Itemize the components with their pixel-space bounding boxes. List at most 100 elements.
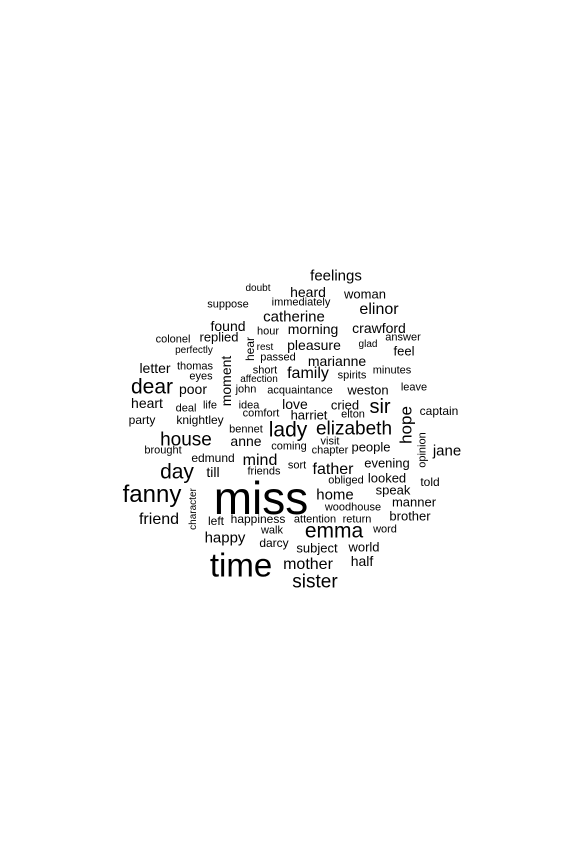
word: evening [364,455,410,471]
word: return [342,513,372,526]
word: world [348,539,380,555]
word: feelings [310,267,362,285]
word: deal [175,402,197,415]
word: suppose [207,298,249,311]
word: pleasure [287,337,341,353]
word: elinor [359,301,399,318]
word: doubt [245,283,271,294]
word: found [210,318,246,334]
word: captain [419,404,459,418]
word: dear [130,375,174,399]
word: mind [242,452,278,469]
word: sir [369,396,391,418]
word: short [252,364,278,377]
word: word [373,523,397,536]
word: happy [204,529,246,547]
word: weston [347,382,389,398]
word: morning [287,321,339,337]
word: crawford [352,320,406,336]
word: left [207,514,225,528]
word: rest [256,342,274,353]
word: jane [432,442,462,460]
word: sort [287,459,307,472]
word: friend [138,511,180,528]
word: moment [218,355,234,407]
word: feel [393,343,415,359]
word: heart [131,395,163,411]
word: replied [199,329,239,345]
word: friends [247,465,281,478]
word: edmund [191,451,235,465]
word: immediately [271,296,331,309]
word: subject [296,540,338,556]
word: affection [240,374,278,385]
word: chapter [311,444,349,457]
word: spirits [337,369,367,382]
word: letter [139,360,171,376]
word: hope [396,406,416,444]
word: till [206,464,220,480]
word: knightley [176,413,224,427]
word: john [235,383,257,396]
word: minutes [372,364,412,377]
word: woodhouse [324,501,382,514]
word: elton [341,408,365,421]
word: told [420,475,440,489]
word: half [350,553,374,569]
word: opinion [416,432,429,468]
word: mother [283,556,333,573]
word: home [316,486,354,504]
word: manner [391,494,437,510]
word: love [282,396,308,412]
word: heard [290,284,326,300]
word: time [209,546,273,584]
word: obliged [328,474,364,487]
word: people [351,439,391,455]
word: fanny [122,481,182,508]
word: comfort [242,407,280,420]
word: catherine [263,308,325,326]
word: life [202,399,218,412]
word: brother [389,508,431,524]
word: attention [293,513,337,526]
word: happiness [230,512,286,526]
word: father [312,461,354,478]
word: darcy [259,536,289,550]
word: lady [268,418,308,442]
word: house [160,429,212,451]
word: bennet [229,423,263,436]
word: eyes [189,370,213,383]
word: day [160,460,194,484]
word: elizabeth [315,418,393,440]
word: sister [292,571,338,593]
word: passed [260,351,296,364]
word: hour [256,325,280,338]
word: emma [304,519,364,543]
word: brought [144,444,182,457]
word: woman [344,286,386,302]
word: walk [260,524,284,537]
word: character [188,488,199,530]
word: coming [271,440,307,453]
word: answer [385,331,421,344]
word: party [128,413,156,427]
word: poor [178,381,208,397]
word: family [287,365,329,382]
word: visit [320,435,340,448]
word: acquaintance [267,384,333,397]
word: idea [238,399,260,412]
word: glad [358,339,378,350]
word: hear [243,336,257,362]
word: cried [330,397,360,413]
word: looked [367,470,407,486]
word: leave [400,381,428,394]
word: thomas [176,360,214,373]
word: anne [230,433,262,449]
word: marianne [307,353,367,369]
word: perfectly [175,345,213,356]
word: harriet [290,407,328,423]
word: miss [213,472,309,524]
word: colonel [155,333,191,346]
word: speak [375,482,411,498]
